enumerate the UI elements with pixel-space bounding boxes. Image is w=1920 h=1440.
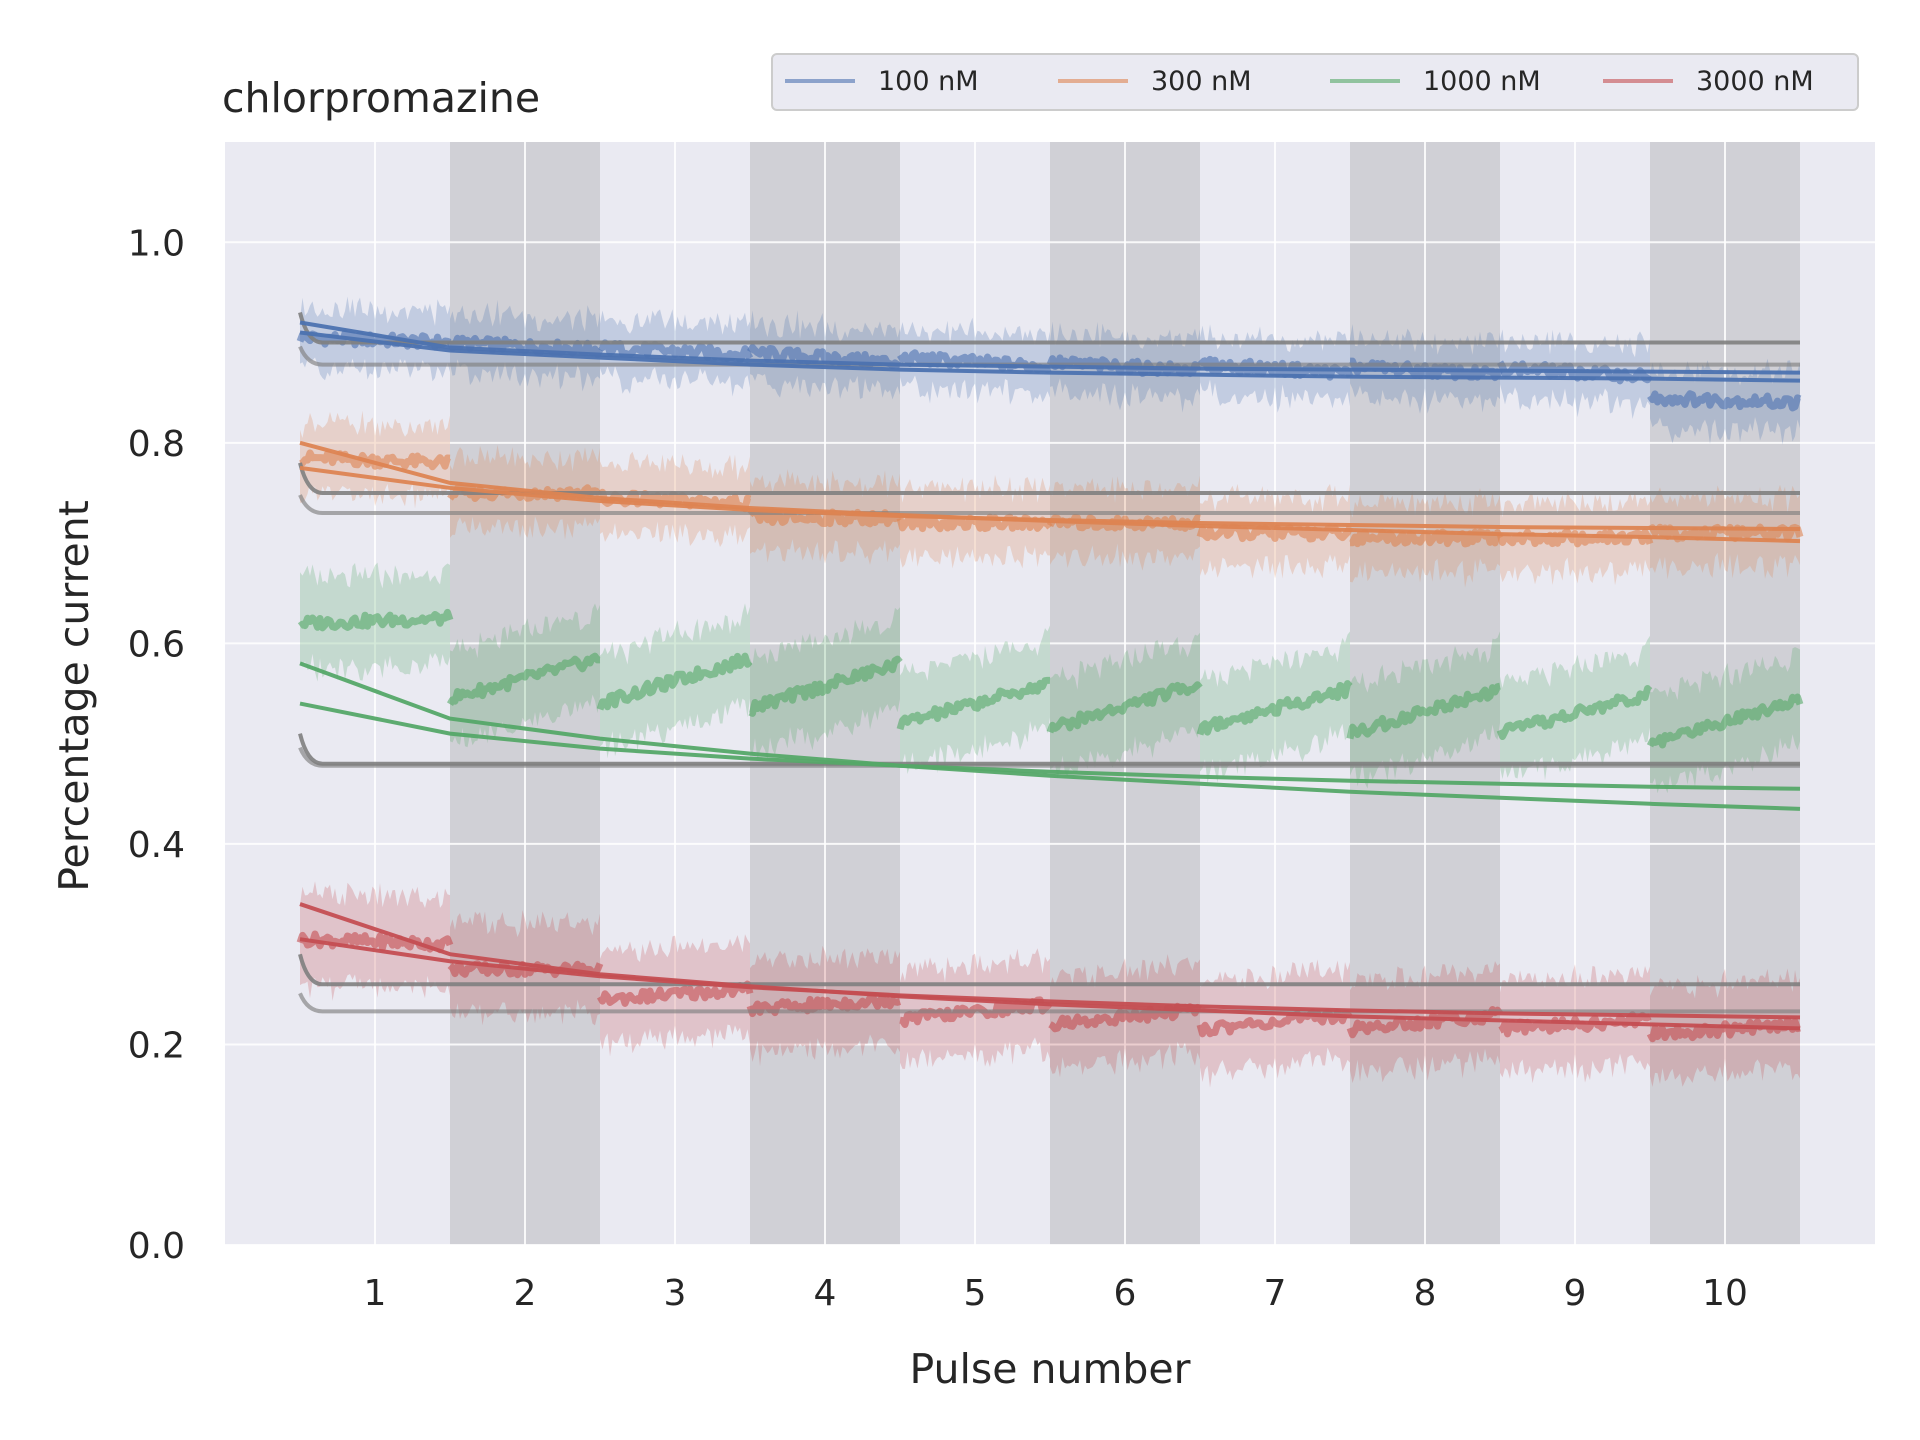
trace-300-nm-pulse-4 bbox=[747, 508, 902, 528]
gray-fit-300-nm bbox=[298, 494, 1800, 516]
y-tick-labels: 0.0 0.2 0.4 0.6 0.8 1.0 bbox=[128, 223, 185, 1267]
trace-1000-nm-pulse-1 bbox=[297, 608, 454, 632]
legend-frame bbox=[771, 53, 1859, 111]
y-tick-label: 0.0 bbox=[128, 1226, 185, 1267]
fit-100-nm-1 bbox=[299, 330, 1801, 383]
x-tick-label: 4 bbox=[814, 1273, 837, 1314]
trace-100-nm-pulse-4 bbox=[746, 344, 902, 370]
trace-1000-nm-pulse-9 bbox=[1496, 685, 1653, 740]
trace-100-nm-pulse-3 bbox=[598, 339, 754, 364]
gray-fit-1000-nm bbox=[298, 733, 1800, 766]
gray-fit-1000-nm bbox=[298, 746, 1800, 768]
trace-1000-nm-pulse-3 bbox=[596, 652, 753, 711]
legend: 100 nM 300 nM 1000 nM 3000 nM bbox=[771, 53, 1859, 111]
band-3000-nm-pulse-3 bbox=[600, 934, 750, 1057]
fit-1000-nm-1 bbox=[299, 661, 1801, 811]
trace-100-nm-pulse-10 bbox=[1647, 390, 1802, 412]
x-tick-label: 2 bbox=[514, 1273, 537, 1314]
y-tick-label: 0.4 bbox=[128, 825, 185, 866]
legend-label-3000-nm: 3000 nM bbox=[1696, 66, 1814, 97]
fit-3000-nm-1 bbox=[299, 902, 1801, 1031]
legend-label-100-nm: 100 nM bbox=[878, 66, 979, 97]
trace-1000-nm-pulse-2 bbox=[446, 652, 601, 706]
trace-1000-nm-pulse-5 bbox=[896, 676, 1051, 731]
fit-3000-nm-2 bbox=[299, 937, 1801, 1020]
fit-1000-nm-2 bbox=[299, 701, 1801, 791]
trace-1000-nm-pulse-7 bbox=[1196, 680, 1353, 736]
x-tick-label: 1 bbox=[364, 1273, 387, 1314]
x-tick-label: 8 bbox=[1414, 1273, 1437, 1314]
y-tick-label: 0.8 bbox=[128, 424, 185, 465]
legend-label-1000-nm: 1000 nM bbox=[1423, 66, 1541, 97]
gray-fit-lines bbox=[298, 311, 1800, 1014]
series-fit-lines bbox=[299, 320, 1801, 1031]
x-tick-labels: 1 2 3 4 5 6 7 8 9 10 bbox=[364, 1273, 1748, 1314]
fit-100-nm-2 bbox=[299, 320, 1801, 375]
chart-title: chlorpromazine bbox=[222, 74, 540, 122]
y-tick-label: 0.2 bbox=[128, 1025, 185, 1066]
trace-300-nm-pulse-1 bbox=[299, 449, 451, 471]
trace-1000-nm-pulse-4 bbox=[748, 655, 903, 717]
trace-1000-nm-pulse-8 bbox=[1346, 682, 1501, 740]
x-axis-label: Pulse number bbox=[909, 1345, 1190, 1393]
x-tick-label: 9 bbox=[1564, 1273, 1587, 1314]
gray-fit-100-nm bbox=[298, 345, 1800, 367]
trace-1000-nm-pulse-6 bbox=[1046, 681, 1203, 734]
trace-3000-nm-pulse-3 bbox=[596, 980, 754, 1007]
x-tick-label: 5 bbox=[964, 1273, 987, 1314]
x-tick-label: 3 bbox=[664, 1273, 687, 1314]
y-axis-label: Percentage current bbox=[50, 500, 98, 892]
trace-1000-nm-pulse-10 bbox=[1646, 693, 1804, 749]
gray-fit-3000-nm bbox=[298, 992, 1800, 1014]
gray-fit-100-nm bbox=[298, 311, 1800, 345]
fit-300-nm-2 bbox=[299, 465, 1801, 532]
x-tick-label: 6 bbox=[1114, 1273, 1137, 1314]
y-tick-label: 1.0 bbox=[128, 223, 185, 264]
gray-fit-3000-nm bbox=[298, 953, 1800, 987]
plot-area bbox=[225, 142, 1875, 1246]
y-tick-label: 0.6 bbox=[128, 624, 185, 665]
x-tick-label: 7 bbox=[1264, 1273, 1287, 1314]
legend-label-300-nm: 300 nM bbox=[1151, 66, 1252, 97]
band-1000-nm-pulse-5 bbox=[900, 625, 1050, 775]
trace-3000-nm-pulse-10 bbox=[1646, 1016, 1801, 1043]
x-tick-label: 10 bbox=[1702, 1273, 1748, 1314]
